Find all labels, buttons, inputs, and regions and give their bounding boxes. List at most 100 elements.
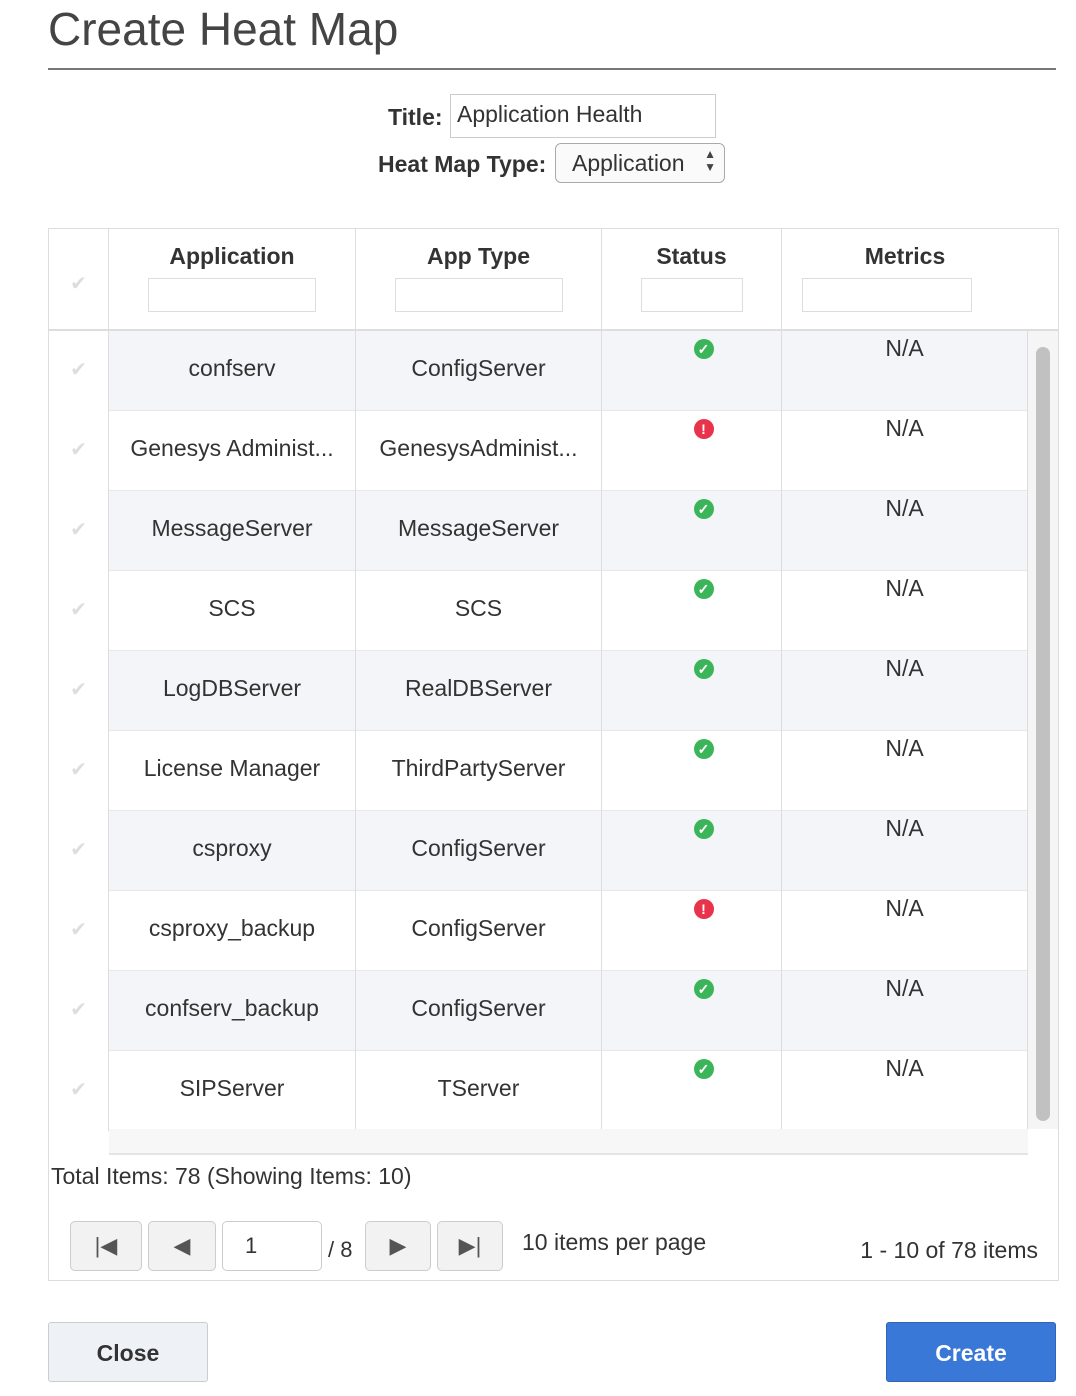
- row-select[interactable]: ✔: [49, 811, 109, 891]
- cell-app-type: ThirdPartyServer: [356, 731, 602, 811]
- filter-status[interactable]: [640, 278, 743, 312]
- cell-app-type: ConfigServer: [356, 331, 602, 411]
- cell-metrics: N/A: [782, 731, 1028, 811]
- checkmark-icon: ✔: [70, 1079, 87, 1101]
- table-row[interactable]: ✔ LogDBServer RealDBServer ✓ N/A: [49, 651, 1028, 731]
- checkmark-icon: ✔: [70, 439, 87, 461]
- status-error-icon: !: [693, 419, 714, 439]
- checkmark-icon: ✔: [70, 273, 87, 295]
- first-page-button[interactable]: |◀: [70, 1221, 142, 1271]
- cell-metrics: N/A: [782, 411, 1028, 491]
- cell-application: csproxy_backup: [109, 891, 356, 971]
- cell-metrics: N/A: [782, 1051, 1028, 1131]
- cell-application: Genesys Administ...: [109, 411, 356, 491]
- cell-status: ✓: [602, 331, 782, 411]
- row-select[interactable]: ✔: [49, 331, 109, 411]
- heat-map-type-select[interactable]: Application ▲ ▼: [555, 143, 725, 183]
- checkmark-icon: ✔: [70, 519, 87, 541]
- cell-app-type: ConfigServer: [356, 971, 602, 1051]
- row-select[interactable]: ✔: [49, 491, 109, 571]
- cell-app-type: ConfigServer: [356, 891, 602, 971]
- filter-metrics[interactable]: [802, 278, 972, 312]
- last-page-icon: ▶|: [458, 1233, 482, 1258]
- row-select[interactable]: ✔: [49, 571, 109, 651]
- cell-application: LogDBServer: [109, 651, 356, 731]
- total-items: Total Items: 78 (Showing Items: 10): [51, 1163, 412, 1189]
- heat-map-type-value: Application: [572, 150, 685, 176]
- cell-application: License Manager: [109, 731, 356, 811]
- select-all-header[interactable]: ✔: [49, 229, 109, 331]
- checkmark-icon: ✔: [70, 679, 87, 701]
- header-status[interactable]: Status: [602, 229, 782, 331]
- cell-status: ✓: [602, 571, 782, 651]
- cell-metrics: N/A: [782, 971, 1028, 1051]
- previous-page-button[interactable]: ◀: [148, 1221, 216, 1271]
- title-label: Title:: [388, 104, 443, 130]
- items-per-page: 10 items per page: [522, 1229, 707, 1255]
- status-ok-icon: ✓: [693, 819, 714, 839]
- last-page-button[interactable]: ▶|: [437, 1221, 503, 1271]
- checkmark-icon: ✔: [70, 999, 87, 1021]
- checkmark-icon: ✔: [70, 759, 87, 781]
- page-input[interactable]: 1: [222, 1221, 322, 1271]
- cell-app-type: ConfigServer: [356, 811, 602, 891]
- table-row[interactable]: ✔ Genesys Administ... GenesysAdminist...…: [49, 411, 1028, 491]
- horizontal-scrollbar[interactable]: [109, 1129, 1028, 1155]
- header-label: Status: [656, 243, 727, 269]
- row-select[interactable]: ✔: [49, 971, 109, 1051]
- next-page-button[interactable]: ▶: [365, 1221, 431, 1271]
- header-label: Application: [169, 243, 295, 269]
- status-ok-icon: ✓: [693, 339, 714, 359]
- table-row[interactable]: ✔ csproxy_backup ConfigServer ! N/A: [49, 891, 1028, 971]
- page-title: Create Heat Map: [48, 3, 399, 55]
- table-row[interactable]: ✔ MessageServer MessageServer ✓ N/A: [49, 491, 1028, 571]
- vertical-scrollbar[interactable]: [1028, 331, 1058, 1129]
- checkmark-icon: ✔: [70, 359, 87, 381]
- close-button[interactable]: Close: [48, 1322, 208, 1382]
- status-error-icon: !: [693, 899, 714, 919]
- filter-app-type[interactable]: [394, 278, 563, 312]
- row-select[interactable]: ✔: [49, 651, 109, 731]
- select-arrows-icon: ▲ ▼: [704, 147, 716, 174]
- table-row[interactable]: ✔ SIPServer TServer ✓ N/A: [49, 1051, 1028, 1131]
- header-app-type[interactable]: App Type: [356, 229, 602, 331]
- status-ok-icon: ✓: [693, 739, 714, 759]
- checkmark-icon: ✔: [70, 919, 87, 941]
- row-select[interactable]: ✔: [49, 411, 109, 491]
- first-page-icon: |◀: [94, 1233, 118, 1258]
- cell-status: ✓: [602, 811, 782, 891]
- cell-application: MessageServer: [109, 491, 356, 571]
- cell-status: ✓: [602, 491, 782, 571]
- scrollbar-thumb[interactable]: [1036, 347, 1050, 1121]
- checkmark-icon: ✔: [70, 839, 87, 861]
- cell-status: ✓: [602, 971, 782, 1051]
- table-row[interactable]: ✔ SCS SCS ✓ N/A: [49, 571, 1028, 651]
- cell-app-type: MessageServer: [356, 491, 602, 571]
- cell-app-type: SCS: [356, 571, 602, 651]
- cell-metrics: N/A: [782, 811, 1028, 891]
- cell-metrics: N/A: [782, 571, 1028, 651]
- title-divider: [48, 68, 1056, 70]
- header-metrics[interactable]: Metrics: [782, 229, 1058, 331]
- cell-application: confserv: [109, 331, 356, 411]
- header-application[interactable]: Application: [109, 229, 356, 331]
- cell-status: ✓: [602, 1051, 782, 1131]
- next-icon: ▶: [389, 1233, 407, 1258]
- status-ok-icon: ✓: [693, 499, 714, 519]
- table-row[interactable]: ✔ confserv_backup ConfigServer ✓ N/A: [49, 971, 1028, 1051]
- row-select[interactable]: ✔: [49, 1051, 109, 1131]
- table-row[interactable]: ✔ csproxy ConfigServer ✓ N/A: [49, 811, 1028, 891]
- heat-map-type-label: Heat Map Type:: [378, 151, 547, 177]
- cell-metrics: N/A: [782, 331, 1028, 411]
- filter-application[interactable]: [148, 278, 316, 312]
- title-input[interactable]: Application Health: [450, 94, 716, 138]
- checkmark-icon: ✔: [70, 599, 87, 621]
- cell-status: !: [602, 411, 782, 491]
- row-select[interactable]: ✔: [49, 731, 109, 811]
- table-row[interactable]: ✔ confserv ConfigServer ✓ N/A: [49, 331, 1028, 411]
- create-button[interactable]: Create: [886, 1322, 1056, 1382]
- table-row[interactable]: ✔ License Manager ThirdPartyServer ✓ N/A: [49, 731, 1028, 811]
- header-label: App Type: [426, 243, 531, 269]
- cell-metrics: N/A: [782, 891, 1028, 971]
- row-select[interactable]: ✔: [49, 891, 109, 971]
